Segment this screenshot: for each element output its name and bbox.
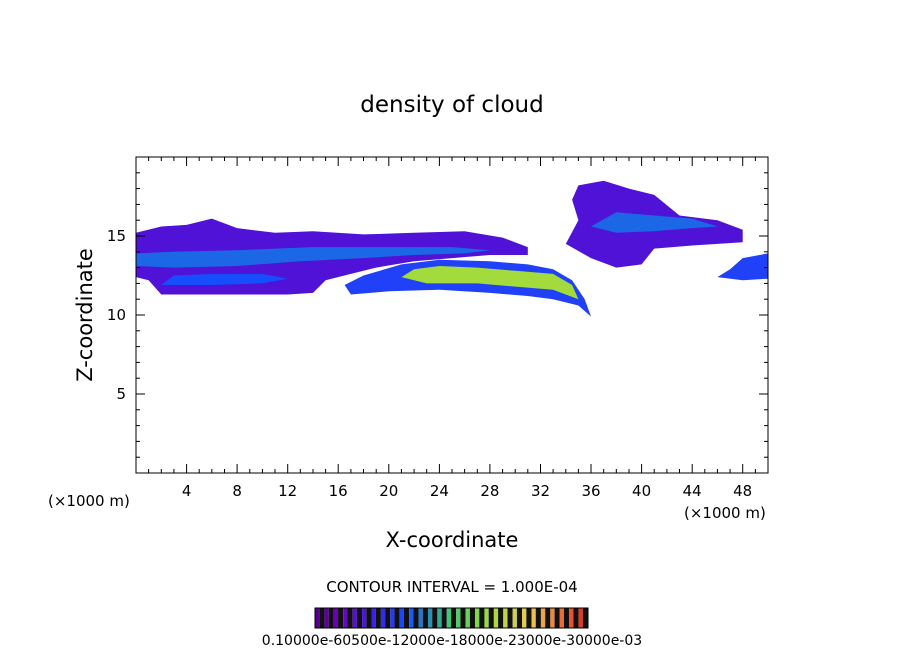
cloud-region-3 bbox=[161, 273, 288, 285]
x-tick-label: 48 bbox=[733, 482, 752, 500]
colorbar-divider bbox=[535, 608, 541, 628]
colorbar-divider bbox=[385, 608, 391, 628]
colorbar-swatch bbox=[550, 608, 555, 628]
colorbar-swatch bbox=[493, 608, 499, 628]
cloud-region-7 bbox=[591, 212, 718, 233]
colorbar-swatch bbox=[531, 608, 536, 628]
colorbar-divider bbox=[460, 608, 466, 628]
colorbar-stripes bbox=[315, 608, 588, 628]
colorbar-divider bbox=[516, 608, 523, 628]
x-tick-label: 8 bbox=[232, 482, 242, 500]
colorbar-divider bbox=[366, 608, 372, 628]
colorbar-divider bbox=[507, 608, 513, 628]
colorbar-frame bbox=[314, 607, 589, 629]
colorbar-divider bbox=[563, 608, 570, 628]
x-axis-label: X-coordinate bbox=[386, 528, 519, 552]
colorbar-divider bbox=[469, 608, 476, 628]
colorbar-divider bbox=[422, 608, 428, 628]
colorbar-swatch bbox=[569, 608, 574, 628]
colorbar-divider bbox=[413, 608, 419, 628]
colorbar-divider bbox=[498, 608, 504, 628]
x-tick-label: 12 bbox=[278, 482, 297, 500]
colorbar-swatch bbox=[512, 608, 517, 628]
y-tick-label: 15 bbox=[107, 227, 126, 245]
colorbar-divider bbox=[441, 608, 447, 628]
colorbar-swatch bbox=[522, 608, 527, 628]
colorbar-divider bbox=[582, 608, 588, 628]
colorbar-swatch bbox=[484, 608, 489, 628]
colorbar-swatch bbox=[315, 608, 320, 628]
colorbar-swatch bbox=[409, 608, 414, 628]
plot-background bbox=[136, 157, 768, 473]
colorbar-swatch bbox=[324, 608, 329, 628]
x-tick-label: 20 bbox=[379, 482, 398, 500]
colorbar-swatch bbox=[371, 608, 376, 628]
colorbar-labels: 0.10000e-60500e-12000e-18000e-23000e-300… bbox=[262, 633, 642, 649]
colorbar-swatch bbox=[465, 608, 470, 628]
y-axis-label: Z-coordinate bbox=[73, 248, 97, 382]
y-tick-label: 5 bbox=[116, 385, 126, 403]
colorbar-swatch bbox=[333, 608, 339, 628]
colorbar-divider bbox=[432, 608, 438, 628]
cloud-region-2 bbox=[136, 247, 490, 268]
colorbar-divider bbox=[554, 608, 560, 628]
x-unit-right: (×1000 m) bbox=[684, 504, 766, 522]
colorbar-divider bbox=[375, 608, 381, 628]
colorbar-divider bbox=[319, 608, 325, 628]
x-unit-left: (×1000 m) bbox=[48, 492, 130, 510]
colorbar-divider bbox=[526, 608, 532, 628]
cloud-region-8 bbox=[717, 253, 768, 281]
x-tick-label: 28 bbox=[480, 482, 499, 500]
colorbar-swatch bbox=[559, 608, 564, 628]
colorbar-divider bbox=[338, 608, 344, 628]
colorbar-divider bbox=[573, 608, 579, 628]
cloud-region-5 bbox=[401, 266, 579, 300]
colorbar-swatch bbox=[503, 608, 508, 628]
colorbar-swatch bbox=[437, 608, 442, 628]
colorbar-divider bbox=[479, 608, 485, 628]
x-tick-label: 44 bbox=[683, 482, 702, 500]
colorbar bbox=[314, 607, 589, 629]
colorbar-swatch bbox=[399, 608, 404, 628]
colorbar-swatch bbox=[352, 608, 357, 628]
colorbar-swatch bbox=[475, 608, 480, 628]
colorbar-divider bbox=[328, 608, 334, 628]
colorbar-swatch bbox=[427, 608, 433, 628]
chart-title: density of cloud bbox=[360, 92, 543, 118]
x-tick-label: 16 bbox=[329, 482, 348, 500]
colorbar-swatch bbox=[390, 608, 395, 628]
colorbar-divider bbox=[488, 608, 494, 628]
colorbar-swatch bbox=[578, 608, 583, 628]
colorbar-swatch bbox=[446, 608, 452, 628]
x-tick-label: 24 bbox=[430, 482, 449, 500]
colorbar-divider bbox=[356, 608, 363, 628]
colorbar-divider bbox=[451, 608, 457, 628]
contour-interval: CONTOUR INTERVAL = 1.000E-04 bbox=[326, 578, 577, 596]
colorbar-swatch bbox=[362, 608, 367, 628]
colorbar-divider bbox=[403, 608, 410, 628]
colorbar-swatch bbox=[540, 608, 546, 628]
x-tick-label: 4 bbox=[182, 482, 192, 500]
cloud-regions bbox=[136, 180, 768, 317]
x-tick-label: 36 bbox=[581, 482, 600, 500]
colorbar-swatch bbox=[380, 608, 386, 628]
colorbar-swatch bbox=[456, 608, 461, 628]
colorbar-divider bbox=[545, 608, 551, 628]
colorbar-swatch bbox=[418, 608, 423, 628]
colorbar-divider bbox=[347, 608, 353, 628]
x-tick-label: 32 bbox=[531, 482, 550, 500]
y-tick-label: 10 bbox=[107, 306, 126, 324]
colorbar-divider bbox=[394, 608, 400, 628]
colorbar-swatch bbox=[343, 608, 348, 628]
x-tick-label: 40 bbox=[632, 482, 651, 500]
